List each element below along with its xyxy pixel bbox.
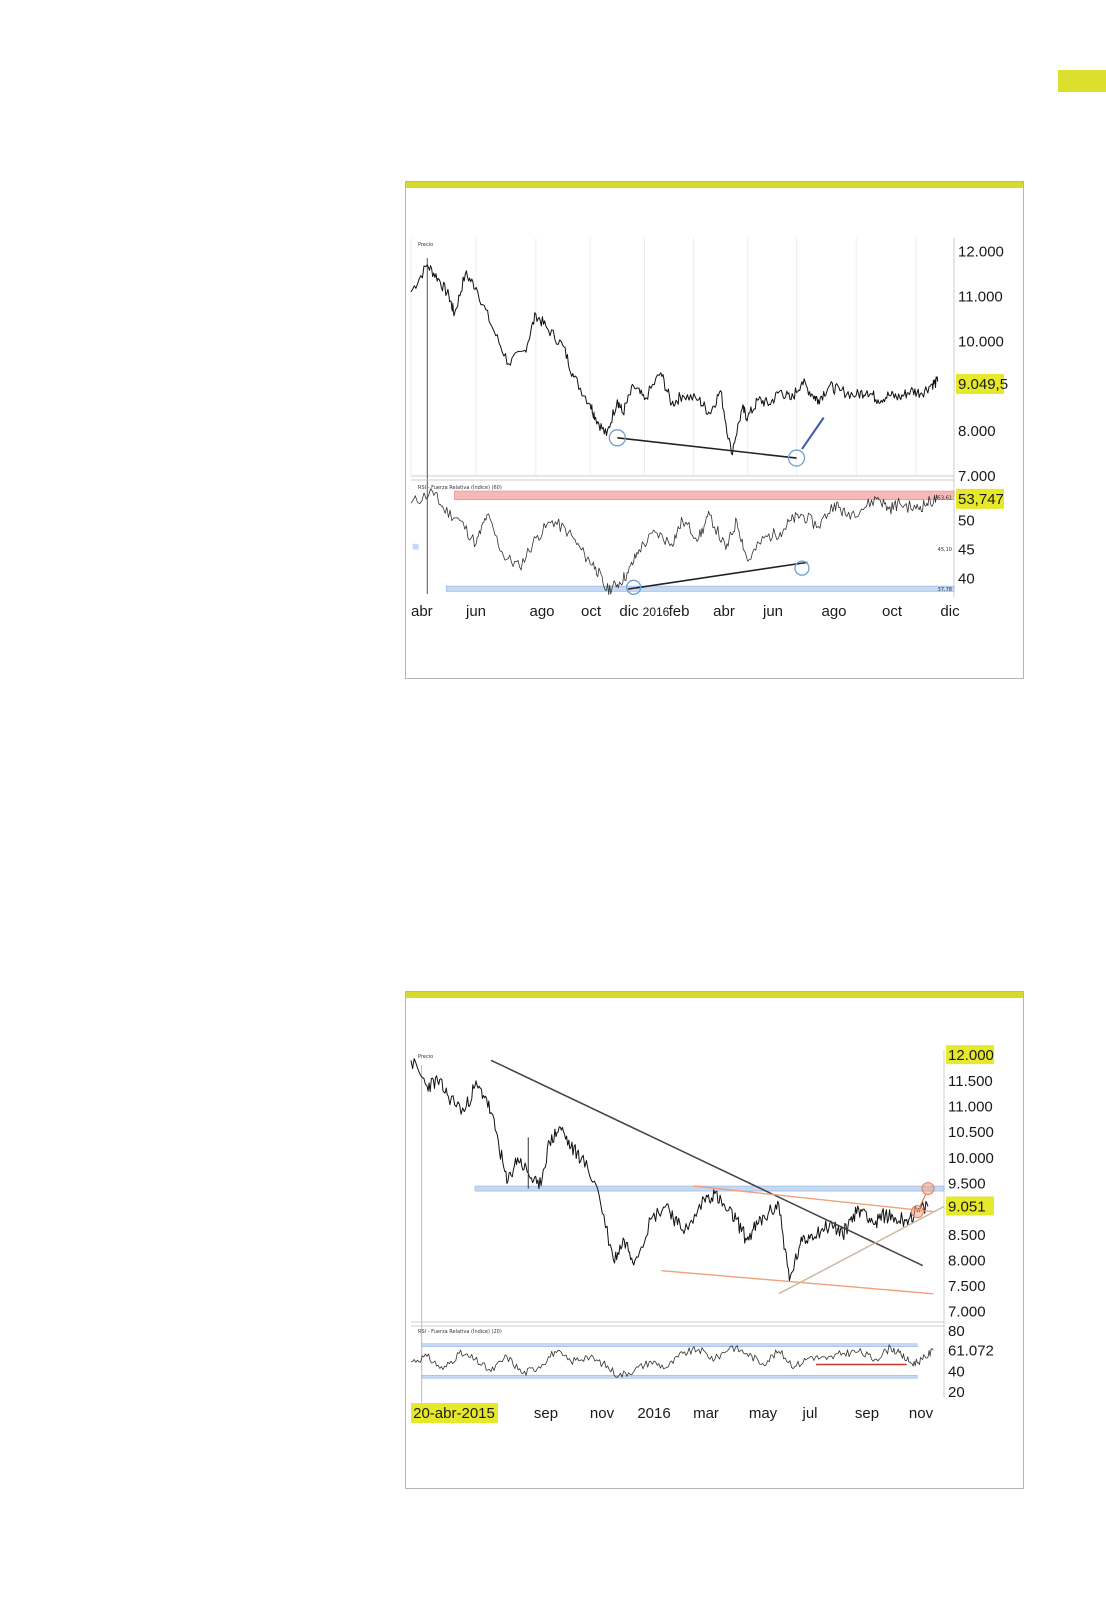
x-tick-5: may <box>749 1405 778 1422</box>
price-y-tick-4: 7.000 <box>958 468 996 485</box>
x-tick-6: jul <box>801 1405 817 1422</box>
price-y-tick-highlight-6 <box>946 1196 994 1216</box>
price-uptrend-line <box>778 1205 945 1295</box>
price-low-circle-0 <box>608 429 626 447</box>
price-y-tick-8: 8.000 <box>948 1252 986 1269</box>
page-accent-tab <box>1058 70 1106 92</box>
rsi-y-tick-1: 61.072 <box>948 1342 994 1359</box>
rsi-last-value-highlight <box>956 488 1004 509</box>
price-breakout-circle-0 <box>910 1205 924 1219</box>
price-series-line <box>410 264 939 456</box>
x-tick-8: jun <box>762 603 783 620</box>
price-y-tick-2: 11.000 <box>948 1098 993 1115</box>
price-y-tick-7: 8.500 <box>948 1227 986 1244</box>
rsi-low-circle-1 <box>794 560 810 576</box>
price-panel-label: Precio <box>418 242 433 248</box>
x-tick-8: nov <box>909 1405 934 1422</box>
price-last-value-highlight <box>956 373 1004 394</box>
price-y-tick-3: 10.500 <box>948 1124 994 1141</box>
rsi-panel-label: RSI - Fuerza Relativa (Índice) (20) <box>418 1328 502 1335</box>
rsi-y-tick-3: 20 <box>948 1384 965 1401</box>
price-y-tick-4: 10.000 <box>948 1150 994 1167</box>
rsi-overbought-band <box>454 490 955 501</box>
x-tick-7: abr <box>713 603 735 620</box>
price-panel-label: Precio <box>418 1054 433 1060</box>
price-y-tick-9: 7.500 <box>948 1278 986 1295</box>
price-channel-upper <box>693 1185 934 1213</box>
price-y-tick-highlight-0 <box>946 1045 994 1065</box>
rsi-y-tick-2: 40 <box>958 571 975 588</box>
x-tick-2: nov <box>590 1405 615 1422</box>
x-tick-2: ago <box>529 603 554 620</box>
price-y-tick-0: 12.000 <box>958 243 1004 260</box>
x-tick-1: sep <box>534 1405 558 1422</box>
price-y-tick-5: 9.500 <box>948 1175 986 1192</box>
x-tick-0: 20-abr-2015 <box>413 1405 495 1422</box>
chart-panel-1-top-bar <box>406 182 1023 188</box>
rsi-lower-band <box>421 1374 918 1379</box>
x-tick-0: abr <box>411 603 433 620</box>
rsi-y-tick-1: 45 <box>958 542 975 559</box>
x-tick-7: sep <box>855 1405 879 1422</box>
price-support-trendline <box>617 437 797 459</box>
price-y-tick-1: 11.500 <box>948 1073 993 1090</box>
price-y-tick-6: 9.051 <box>948 1198 986 1215</box>
price-low-circle-1 <box>787 449 806 467</box>
price-resistance-band <box>474 1185 945 1192</box>
rsi-support-trendline <box>628 561 808 590</box>
chart-1-svg: Precio 12.000 11.000 10.000 8.000 7.000 9.049,… <box>410 238 1008 620</box>
chart-panel-2-top-bar <box>406 992 1023 998</box>
price-arrow <box>801 417 825 450</box>
rsi-panel-label: RSI - Fuerza Relativa (Índice) (60) <box>418 484 502 491</box>
price-y-tick-3: 8.000 <box>958 423 996 440</box>
rsi-overbought-label: 53,61 <box>938 495 952 501</box>
x-tick-3: oct <box>581 603 602 620</box>
rsi-oversold-label: 37,78 <box>938 587 952 593</box>
price-last-value-label: 9.049,5 <box>958 376 1008 393</box>
rsi-last-value-label: 53,747 <box>958 491 1004 508</box>
x-tick-10: oct <box>882 603 903 620</box>
x-tick-6: feb <box>669 603 690 620</box>
x-tick-5: 2016 <box>643 605 670 619</box>
price-y-tick-2: 10.000 <box>958 333 1004 350</box>
price-downtrend-line <box>490 1059 924 1267</box>
x-tick-4: mar <box>693 1405 719 1422</box>
chart-2-svg: Precio 12.000 11.500 11.000 10.500 10.000 9.50… <box>410 1045 994 1423</box>
x-tick-4: dic <box>619 603 639 620</box>
price-y-tick-0: 12.000 <box>948 1047 994 1064</box>
price-y-tick-1: 11.000 <box>958 288 1003 305</box>
rsi-oversold-band <box>445 585 955 592</box>
price-series-line <box>410 1058 929 1282</box>
chart-panel-1: Precio 12.000 11.000 10.000 8.000 7.000 9.049,… <box>405 181 1024 679</box>
rsi-series-line <box>410 488 939 595</box>
rsi-mid-label: 45,10 <box>938 547 952 553</box>
x-tick-11: dic <box>940 603 960 620</box>
price-channel-lower <box>661 1269 934 1295</box>
rsi-left-marker <box>412 543 419 550</box>
x-tick-3: 2016 <box>637 1405 670 1422</box>
x-tick-highlight <box>411 1403 498 1423</box>
rsi-series-line <box>410 1344 934 1378</box>
rsi-y-tick-0: 50 <box>958 513 975 530</box>
rsi-y-tick-2: 40 <box>948 1364 965 1381</box>
price-breakout-circle-1 <box>921 1182 935 1196</box>
x-tick-1: jun <box>465 603 486 620</box>
chart-panel-2: Precio 12.000 11.500 11.000 10.500 10.000 9.50… <box>405 991 1024 1489</box>
price-breakout-arrow <box>919 1193 927 1207</box>
rsi-low-circle-0 <box>625 579 642 595</box>
rsi-upper-band <box>421 1343 918 1348</box>
price-y-tick-10: 7.000 <box>948 1304 986 1321</box>
rsi-y-tick-0: 80 <box>948 1323 965 1340</box>
x-tick-9: ago <box>821 603 846 620</box>
